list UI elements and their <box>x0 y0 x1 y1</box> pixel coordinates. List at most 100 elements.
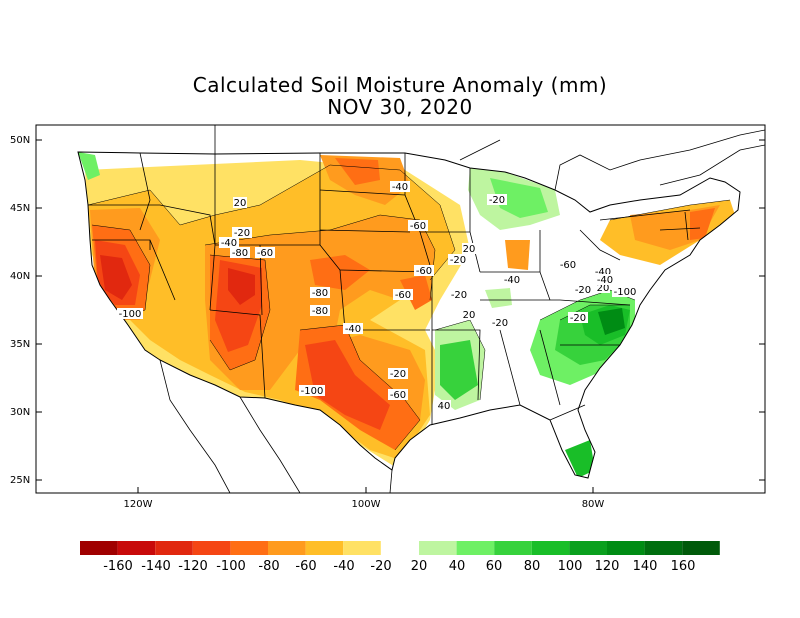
contour-label: -40 <box>504 275 520 286</box>
map-title: Calculated Soil Moisture Anomaly (mm) <box>192 73 608 97</box>
contour-label-bg <box>487 194 507 205</box>
contour-label-bg <box>219 237 239 248</box>
legend-label: 60 <box>486 559 503 574</box>
contour-label-bg <box>462 243 476 254</box>
contour-label-bg <box>388 389 408 400</box>
contour-label: -20 <box>492 318 508 329</box>
contour-label: -60 <box>560 260 576 271</box>
contour-label-bg <box>612 286 638 297</box>
latitude-label: 30N <box>10 407 30 418</box>
legend-swatch-negative <box>117 541 156 555</box>
contour-label-bg <box>490 317 510 328</box>
legend-swatch-positive <box>456 541 495 555</box>
contour-label-bg <box>232 227 252 238</box>
contour-label-bg <box>462 309 476 320</box>
legend-label: 120 <box>595 559 620 574</box>
legend-label: -160 <box>103 559 133 574</box>
longitude-label: 100W <box>352 499 381 510</box>
contour-label-bg <box>117 308 143 319</box>
contour-label-bg <box>414 265 434 276</box>
legend-swatch-negative <box>230 541 268 555</box>
contour-label: -40 <box>345 324 361 335</box>
contour-label: 20 <box>463 310 476 321</box>
contour-label: -20 <box>234 228 250 239</box>
legend-label: -40 <box>333 559 354 574</box>
legend-label: -100 <box>216 559 246 574</box>
legend-label: 20 <box>411 559 428 574</box>
contour-label-bg <box>558 259 578 270</box>
contour-label: 20 <box>463 244 476 255</box>
legend-swatch-positive <box>494 541 532 555</box>
contour-label: -20 <box>570 313 586 324</box>
legend-swatch-positive <box>419 541 457 555</box>
contour-label-bg <box>388 368 408 379</box>
latitude-label: 25N <box>10 475 30 486</box>
contour-label: -60 <box>390 390 406 401</box>
legend-swatch-negative <box>305 541 344 555</box>
longitude-label: 120W <box>124 499 153 510</box>
contour-label-bg <box>390 181 410 192</box>
contour-label-bg <box>233 197 247 208</box>
legend-swatch-negative <box>343 541 381 555</box>
contour-label-bg <box>573 284 593 295</box>
contour-label: 40 <box>438 401 451 412</box>
contour-label: -40 <box>392 182 408 193</box>
contour-label-bg <box>448 254 468 265</box>
contour-label-bg <box>595 274 615 285</box>
contour-label-bg <box>593 266 613 277</box>
contour-label: -60 <box>257 248 273 259</box>
contour-label-bg <box>310 305 330 316</box>
legend-label: -60 <box>295 559 316 574</box>
legend-label: -20 <box>370 559 391 574</box>
latitude-label: 35N <box>10 339 30 350</box>
contour-label-bg <box>449 289 469 300</box>
contour-label: 20 <box>234 198 247 209</box>
contour-label-bg <box>408 220 428 231</box>
legend-label: -140 <box>141 559 171 574</box>
contour-label: -60 <box>395 290 411 301</box>
legend-label: 160 <box>671 559 696 574</box>
legend-swatch-negative <box>192 541 231 555</box>
contour-label: -60 <box>416 266 432 277</box>
contour-label-bg <box>230 247 250 258</box>
legend-label: -120 <box>178 559 208 574</box>
contour-label-bg <box>310 287 330 298</box>
latitude-label: 45N <box>10 203 30 214</box>
contour-label: -40 <box>595 267 611 278</box>
map-frame <box>35 124 766 494</box>
legend-label: 80 <box>524 559 541 574</box>
legend-label: -80 <box>258 559 279 574</box>
contour-label: -80 <box>312 288 328 299</box>
longitude-label: 80W <box>582 499 605 510</box>
legend-label: 100 <box>558 559 583 574</box>
legend-swatch-positive <box>569 541 607 555</box>
contour-label: -40 <box>597 275 613 286</box>
contour-label: -20 <box>450 255 466 266</box>
legend-swatch-positive <box>682 541 720 555</box>
contour-label: 20 <box>597 283 610 294</box>
contour-label: -20 <box>575 285 591 296</box>
legend-swatch-positive <box>531 541 570 555</box>
contour-label: -60 <box>410 221 426 232</box>
legend-swatch-negative <box>268 541 306 555</box>
legend-swatch-negative <box>80 541 118 555</box>
legend-label: 140 <box>633 559 658 574</box>
contour-label-bg <box>596 282 610 293</box>
contour-label: -100 <box>301 386 324 397</box>
contour-label-bg <box>568 312 588 323</box>
contour-label: -80 <box>232 248 248 259</box>
contour-label: -100 <box>614 287 637 298</box>
contour-label: -20 <box>390 369 406 380</box>
contour-label: -40 <box>221 238 237 249</box>
contour-label: -20 <box>489 195 505 206</box>
contour-label-bg <box>299 385 325 396</box>
contour-label-bg <box>343 323 363 334</box>
contour-label-bg <box>437 400 451 411</box>
contour-label-bg <box>255 247 275 258</box>
latitude-label: 40N <box>10 271 30 282</box>
contour-label-bg <box>502 274 522 285</box>
contour-label-bg <box>393 289 413 300</box>
contour-label: -20 <box>451 290 467 301</box>
contour-label: -100 <box>119 309 142 320</box>
